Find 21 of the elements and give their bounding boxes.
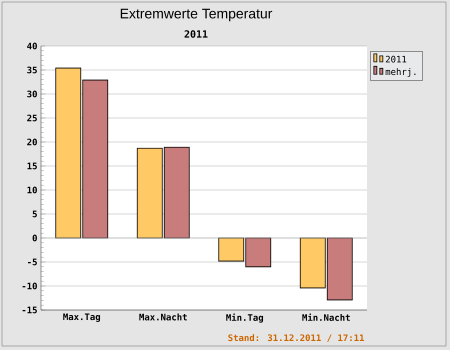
y-tick-label: 15 — [28, 162, 37, 170]
text: Stand: 31.12.2011 / 17:11 — [228, 334, 364, 342]
chart-subtitle: 2011 — [184, 30, 208, 38]
y-tick-label: -5 — [28, 258, 37, 266]
x-tick-label: Min.Tag — [226, 314, 264, 323]
x-tick-label: Max.Nacht — [139, 314, 187, 320]
legend-label: 2011 — [386, 56, 406, 63]
y-tick-label: 20 — [27, 138, 37, 146]
x-tick-label: Min.Nacht — [302, 314, 350, 321]
y-tick-label: -10 — [22, 282, 37, 290]
legend-label: mehrj. — [386, 68, 416, 77]
y-tick-label: 40 — [27, 42, 37, 50]
y-tick-label: 5 — [32, 210, 37, 218]
y-tick-label: 10 — [28, 186, 37, 194]
y-tick-label: 30 — [27, 90, 37, 98]
x-tick-label: Max.Tag — [63, 314, 100, 322]
y-tick-label: 25 — [27, 114, 37, 122]
chart-title: Extremwerte Temperatur — [120, 8, 272, 22]
y-tick-label: 0 — [32, 234, 37, 242]
y-tick-label: 35 — [27, 66, 37, 74]
y-tick-label: -15 — [22, 306, 37, 314]
